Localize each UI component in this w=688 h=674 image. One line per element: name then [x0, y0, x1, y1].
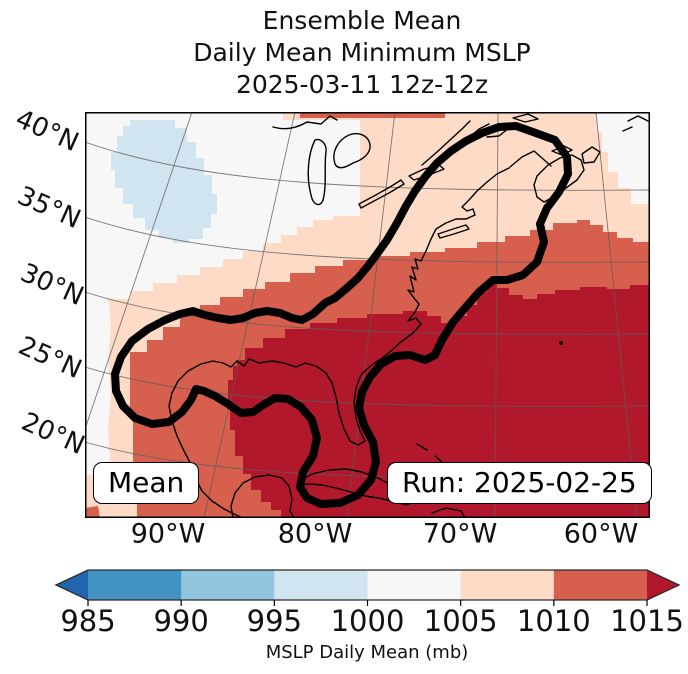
coast-nova-scotia [533, 154, 585, 203]
gridline-lon-70W [494, 112, 499, 518]
lat-label-40n: 40°N [10, 103, 84, 159]
lat-label-35n: 35°N [12, 180, 86, 236]
coast-lake-michigan [307, 138, 327, 206]
colorbar [0, 560, 688, 612]
thick-mslp-contour [111, 122, 572, 508]
colorbar-segment-5 [553, 570, 648, 600]
run-annotation-box: Run: 2025-02-25 [387, 462, 652, 504]
coast-newfoundland-bits [622, 115, 649, 132]
gridline-lat-25N [85, 366, 650, 407]
colorbar-segment-0 [88, 570, 182, 600]
coast-lake-erie [358, 179, 405, 209]
title-line-3: 2025-03-11 12z-12z [235, 70, 489, 99]
bermuda-dot [559, 341, 563, 345]
coast-anticosti [512, 113, 539, 123]
lon-label-90w: 90°W [130, 518, 206, 550]
lat-label-25n: 25°N [13, 330, 87, 386]
colorbar-segment-4 [460, 570, 555, 600]
band-west-strip [85, 301, 111, 476]
mean-annotation-box: Mean [93, 462, 200, 504]
title-line-1: Ensemble Mean [262, 6, 462, 35]
colorbar-tick-label-1015: 1015 [610, 604, 684, 638]
colorbar-segment-2 [274, 570, 368, 600]
contour-map-svg [85, 112, 650, 518]
coast-atlantic-gulf [168, 167, 510, 518]
band-corner-bit [85, 506, 100, 518]
colorbar-segment-1 [181, 570, 275, 600]
colorbar-segment-3 [367, 570, 462, 600]
colorbar-tick-label-1000: 1000 [330, 604, 405, 638]
colorbar-tick-label-1010: 1010 [516, 604, 591, 638]
coast-lake-superior [272, 115, 338, 130]
band-over-1015 [228, 282, 650, 518]
lon-label-70w: 70°W [422, 518, 498, 550]
coast-lake-huron [333, 132, 371, 169]
title-line-2: Daily Mean Minimum MSLP [193, 38, 531, 67]
gridline-lon-west [85, 112, 193, 431]
colorbar-tick-label-990: 990 [153, 604, 209, 638]
colorbar-tick-label-985: 985 [60, 604, 116, 638]
lat-label-30n: 30°N [15, 257, 89, 313]
gridline-lon-60W [595, 112, 638, 518]
colorbar-over-arrow [647, 570, 679, 600]
coast-long-island [437, 224, 470, 239]
map-canvas [85, 112, 650, 518]
coast-st-lawrence-south [421, 120, 471, 166]
band-topright-white [597, 112, 650, 204]
gridline-lat-30N [85, 291, 650, 335]
lon-label-60w: 60°W [563, 518, 639, 550]
plot-title: Ensemble Mean Daily Mean Minimum MSLP 20… [22, 5, 688, 101]
lat-label-20n: 20°N [16, 406, 90, 462]
colorbar-under-arrow [56, 570, 88, 600]
coast-maine-fundy [509, 150, 552, 168]
colorbar-tick-label-995: 995 [246, 604, 303, 638]
map-border [85, 112, 650, 518]
gridline-lon-80W [346, 112, 396, 518]
gridline-lat-40N [85, 141, 650, 191]
coast-cuba [298, 468, 415, 506]
coast-hispaniola [431, 507, 466, 518]
colorbar-caption: MSLP Daily Mean (mb) [265, 642, 469, 663]
coast-cape-breton [581, 146, 601, 164]
band-sliver-top [300, 112, 445, 118]
colorbar-tick-label-1005: 1005 [423, 604, 498, 638]
coast-lake-ontario [408, 164, 445, 181]
coast-yucatan [230, 474, 295, 518]
colorbar-svg [54, 569, 681, 606]
lon-label-80w: 80°W [277, 518, 353, 550]
band-995-1000 [111, 120, 217, 243]
